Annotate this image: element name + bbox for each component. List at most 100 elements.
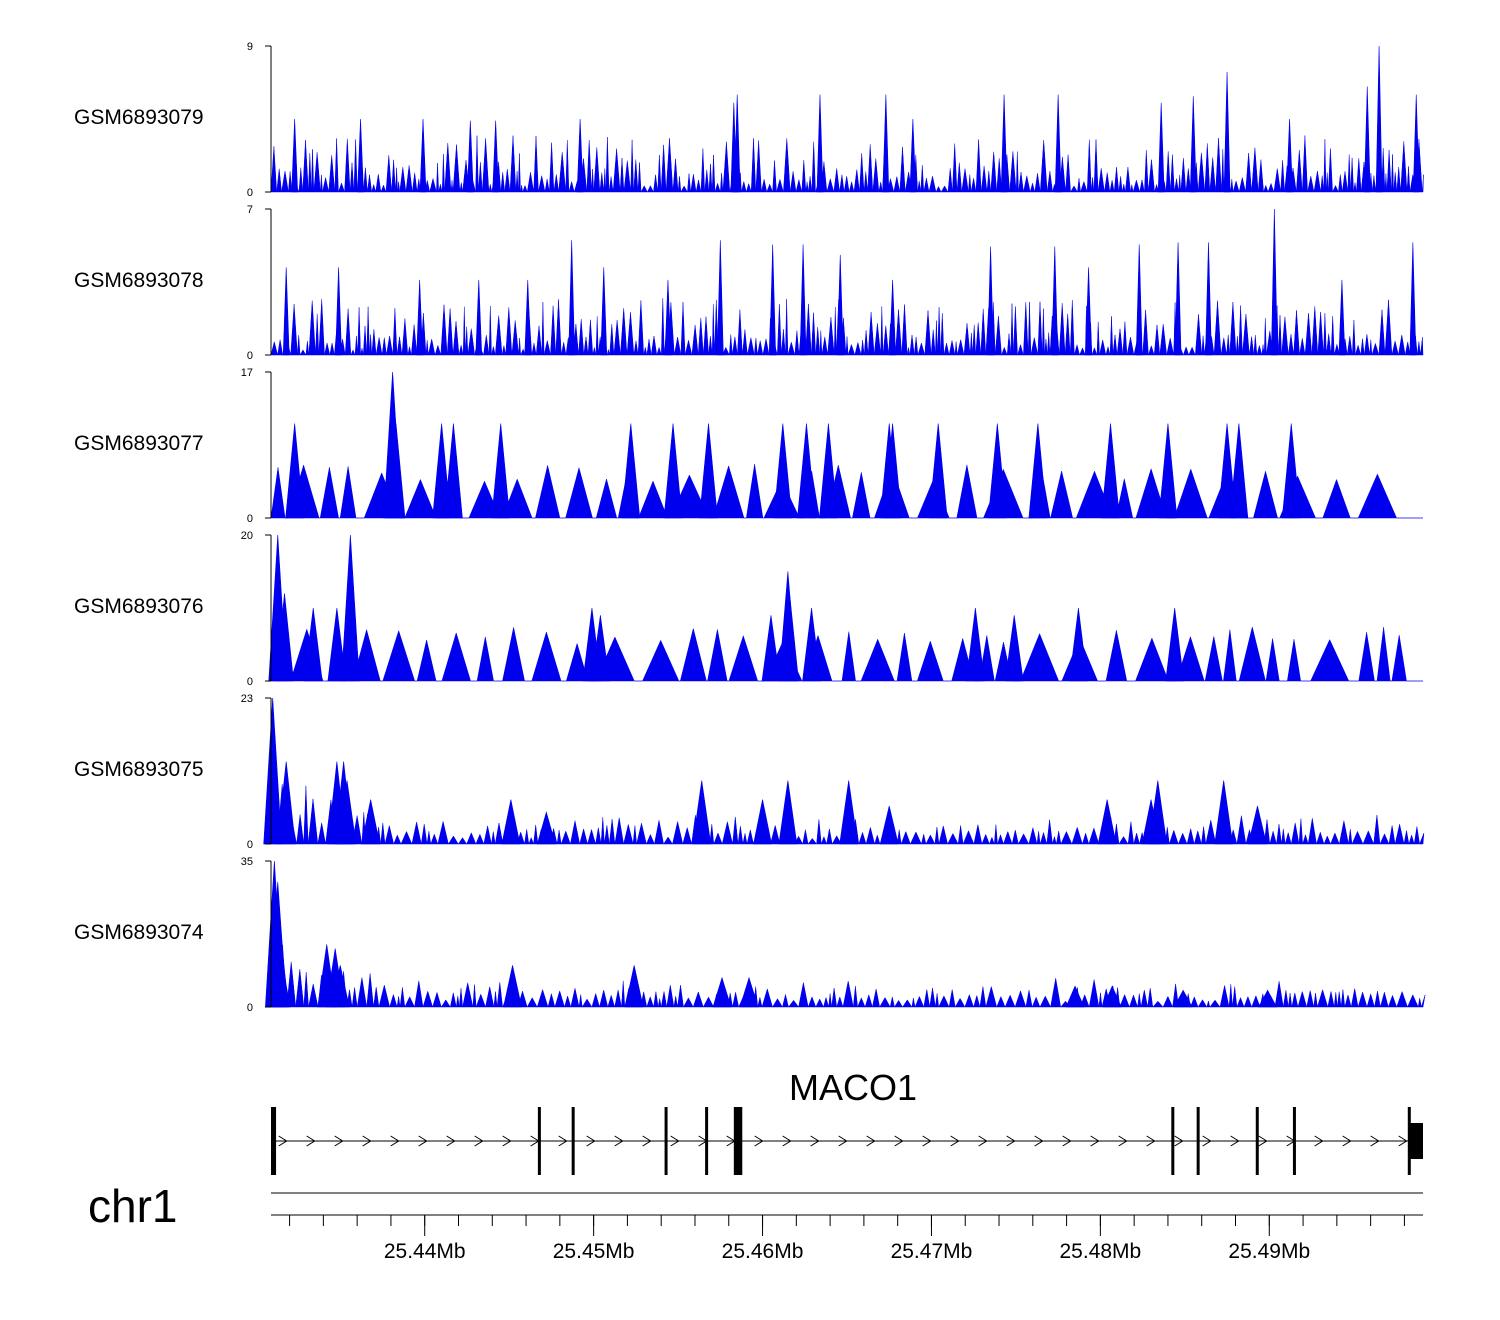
coverage-peak [327, 607, 347, 682]
coverage-tracks: 9 0 GSM6893079 7 0 GSM6893078 17 0 GSM6893077 20 0… [74, 41, 1426, 1014]
strand-arrow [1174, 1135, 1184, 1147]
strand-arrow [642, 1135, 652, 1147]
coverage-peak [1158, 423, 1178, 519]
coverage-peak [761, 615, 781, 682]
strand-arrow [978, 1135, 988, 1147]
track-label: GSM6893079 [74, 106, 204, 129]
strand-arrow [1090, 1135, 1100, 1147]
strand-arrow [614, 1135, 624, 1147]
coverage-track-GSM6893074: 35 0 GSM6893074 [74, 856, 1426, 1014]
track-label: GSM6893078 [74, 269, 204, 292]
y-tick-label: 17 [241, 367, 253, 379]
coverage-peak [1205, 242, 1212, 356]
coverage-peak [357, 118, 364, 193]
strand-arrow [334, 1135, 344, 1147]
coverage-peak [282, 267, 290, 356]
track-label: GSM6893075 [74, 758, 204, 781]
y-tick-label: 9 [247, 41, 253, 53]
exon [1196, 1107, 1200, 1175]
y-tick-label: 23 [241, 693, 253, 705]
coverage-peak [988, 423, 1007, 519]
coverage-track-GSM6893077: 17 0 GSM6893077 [74, 367, 1423, 525]
coverage-peak [524, 279, 532, 356]
coverage-peak [475, 279, 483, 356]
coverage-peak [1223, 71, 1231, 193]
strand-arrow [1146, 1135, 1156, 1147]
x-tick-label: 25.47Mb [891, 1240, 973, 1263]
coverage-peak [271, 956, 291, 1008]
coverage-peak [882, 94, 890, 193]
strand-arrow [782, 1135, 792, 1147]
y-tick-label: 0 [247, 839, 253, 851]
strand-arrow [670, 1135, 680, 1147]
y-tick-label: 0 [247, 513, 253, 525]
x-tick-label: 25.46Mb [722, 1240, 804, 1263]
coverage-peak [1189, 96, 1197, 193]
coverage-peak [341, 534, 360, 682]
strand-arrow [446, 1135, 456, 1147]
coverage-peak [1051, 246, 1059, 356]
coverage-peak [591, 615, 610, 682]
track-label: GSM6893074 [74, 921, 204, 944]
coverage-peak [1173, 989, 1193, 1008]
coverage-peak [1097, 799, 1117, 845]
exon [1407, 1107, 1411, 1175]
coverage-peak [444, 423, 463, 519]
exon [733, 1107, 743, 1175]
coverage-peak [987, 246, 994, 356]
coverage-area [270, 784, 1425, 845]
coverage-peak [1148, 780, 1168, 845]
exon [571, 1107, 575, 1175]
track-label: GSM6893076 [74, 595, 204, 618]
coverage-peak [1174, 242, 1182, 356]
strand-arrow [362, 1135, 372, 1147]
coverage-peak [889, 279, 896, 356]
coverage-peak [335, 267, 342, 356]
track-label: GSM6893077 [74, 432, 204, 455]
x-tick-label: 25.45Mb [553, 1240, 635, 1263]
coverage-peak [503, 965, 522, 1008]
coverage-peak [330, 965, 350, 1008]
strand-arrow [810, 1135, 820, 1147]
coverage-track-GSM6893079: 9 0 GSM6893079 [74, 41, 1424, 199]
coverage-area [270, 944, 1426, 1008]
coverage-peak [712, 976, 732, 1008]
strand-arrow [1062, 1135, 1072, 1147]
strand-arrow [1398, 1135, 1408, 1147]
exon [1409, 1123, 1423, 1159]
coverage-peak [1135, 244, 1143, 356]
coverage-area [270, 298, 1424, 356]
exon [271, 1107, 277, 1175]
coverage-peak [1165, 607, 1185, 682]
gene-annotation-track: MACO1 [271, 1067, 1423, 1175]
coverage-peak [819, 423, 838, 519]
coverage-peak [1101, 423, 1120, 519]
coverage-peak [1229, 423, 1249, 519]
coverage-peak [909, 118, 917, 193]
coverage-peak [799, 244, 807, 356]
strand-arrow [950, 1135, 960, 1147]
strand-arrow [1258, 1135, 1268, 1147]
coverage-peak [773, 423, 793, 519]
chromosome-label: chr1 [88, 1180, 177, 1232]
y-tick-label: 7 [247, 204, 253, 216]
coverage-peak [928, 423, 948, 519]
coverage-peak [621, 423, 641, 519]
strand-arrow [558, 1135, 568, 1147]
strand-arrow [1314, 1135, 1324, 1147]
genome-axis-track: chr1 25.44Mb 25.45Mb 25.46Mb 25.47Mb 25.48Mb… [88, 1180, 1423, 1263]
coverage-peak [1281, 423, 1301, 519]
coverage-peak [1065, 985, 1085, 1008]
coverage-peak [337, 780, 357, 845]
strand-arrow [1034, 1135, 1044, 1147]
exon [664, 1107, 668, 1175]
coverage-area [270, 135, 1424, 193]
strand-arrow [1370, 1135, 1380, 1147]
coverage-peak [816, 94, 824, 193]
coverage-peak [501, 799, 521, 845]
coverage-peak [285, 423, 304, 519]
coverage-peak [1258, 989, 1278, 1008]
strand-arrow [1342, 1135, 1352, 1147]
coverage-peak [491, 423, 511, 519]
